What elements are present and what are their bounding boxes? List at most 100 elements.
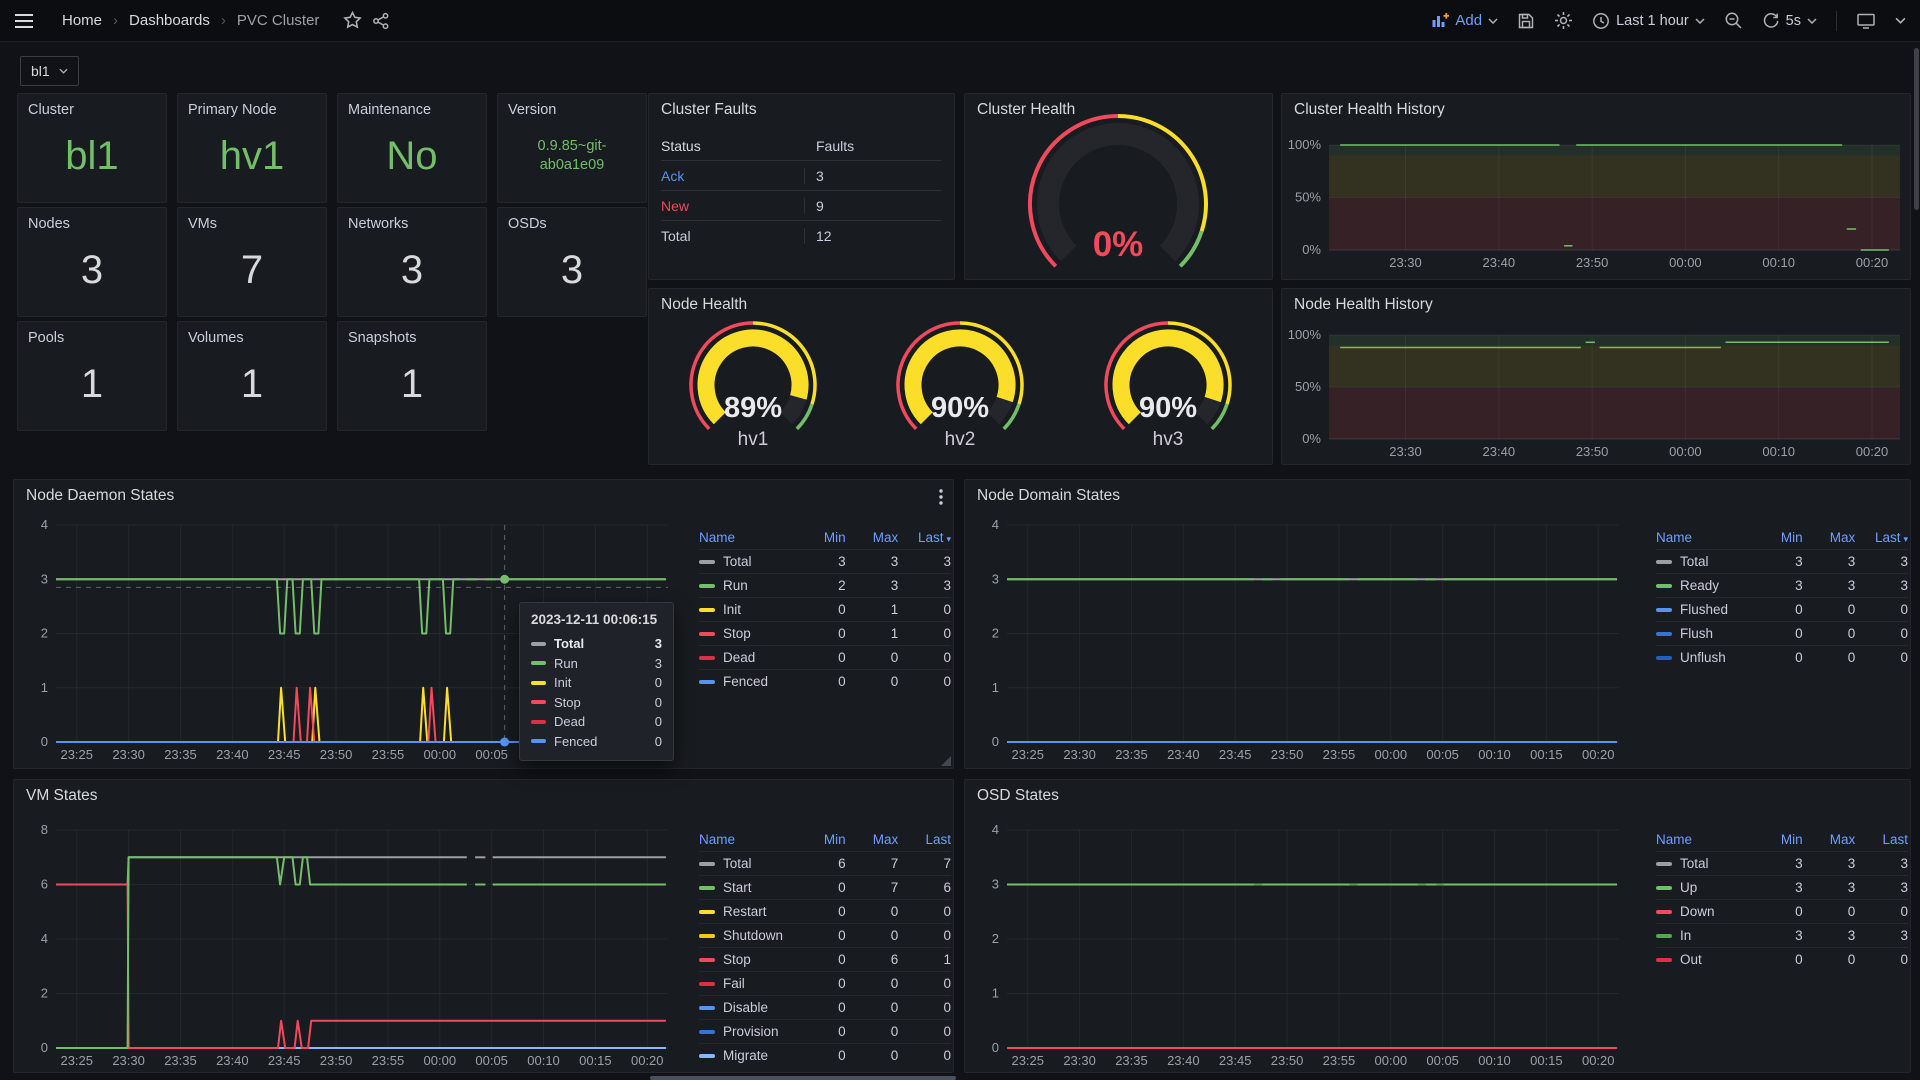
panel-title-osd-states[interactable]: OSD States (977, 787, 1059, 805)
legend-series-stop[interactable]: Stop (699, 947, 793, 971)
legend-series-up[interactable]: Up (1656, 875, 1750, 899)
breadcrumb-dashboards[interactable]: Dashboards (129, 12, 210, 29)
panel-resize-handle[interactable] (941, 756, 951, 766)
variable-select[interactable]: bl1 (20, 56, 79, 86)
vertical-scrollbar-thumb[interactable] (1914, 48, 1919, 210)
series-color-dash (699, 632, 715, 636)
legend-header-min[interactable]: Min (1750, 526, 1803, 549)
stat-value: hv1 (220, 135, 285, 177)
legend-header-max[interactable]: Max (1803, 828, 1856, 851)
legend-series-run[interactable]: Run (699, 573, 793, 597)
legend-header-name[interactable]: Name (699, 828, 793, 851)
legend-series-stop[interactable]: Stop (699, 621, 793, 645)
legend-header-min[interactable]: Min (1750, 828, 1803, 851)
legend-header-min[interactable]: Min (793, 526, 846, 549)
legend-series-total[interactable]: Total (1656, 549, 1750, 573)
add-button[interactable]: Add (1431, 12, 1498, 30)
legend-series-in[interactable]: In (1656, 923, 1750, 947)
breadcrumb-current[interactable]: PVC Cluster (237, 12, 320, 29)
stat-title[interactable]: Version (508, 102, 636, 118)
legend-series-migrate[interactable]: Migrate (699, 1043, 793, 1067)
stat-title[interactable]: Pools (28, 330, 156, 346)
legend-series-restart[interactable]: Restart (699, 899, 793, 923)
save-dashboard-icon[interactable] (1517, 12, 1535, 30)
legend-row: Flushed000 (1656, 597, 1908, 621)
time-range-picker[interactable]: Last 1 hour (1592, 12, 1705, 30)
stat-title[interactable]: Snapshots (348, 330, 476, 346)
legend-header-last[interactable]: Last▾ (898, 526, 951, 549)
fault-status-new[interactable]: New (661, 198, 804, 214)
stat-title[interactable]: Primary Node (188, 102, 316, 118)
faults-column-status[interactable]: Status (661, 138, 804, 154)
legend-series-flushed[interactable]: Flushed (1656, 597, 1750, 621)
legend-header-max[interactable]: Max (1803, 526, 1856, 549)
kiosk-mode-icon[interactable] (1856, 12, 1876, 30)
node-health-history-chart[interactable]: 23:3023:4023:5000:0000:1000:200%50%100% (1282, 289, 1910, 464)
legend-series-shutdown[interactable]: Shutdown (699, 923, 793, 947)
legend-series-fenced[interactable]: Fenced (699, 669, 793, 693)
legend-header-name[interactable]: Name (1656, 828, 1750, 851)
panel-title-node-health[interactable]: Node Health (661, 296, 747, 314)
legend-header-last[interactable]: Last (898, 828, 951, 851)
svg-text:00:10: 00:10 (527, 1053, 560, 1068)
stat-title[interactable]: VMs (188, 216, 316, 232)
legend-header-last[interactable]: Last (1855, 828, 1908, 851)
legend-series-ready[interactable]: Ready (1656, 573, 1750, 597)
cluster-health-history-chart[interactable]: 23:3023:4023:5000:0000:1000:200%50%100% (1282, 94, 1910, 279)
panel-title-node-domain-states[interactable]: Node Domain States (977, 487, 1120, 505)
osd-states-legend: NameMinMaxLastTotal333Up333Down000In333O… (1656, 828, 1908, 971)
sort-caret-icon: ▾ (946, 534, 951, 544)
panel-menu-icon[interactable] (939, 489, 943, 505)
legend-series-fail[interactable]: Fail (699, 971, 793, 995)
legend-header-name[interactable]: Name (699, 526, 793, 549)
legend-header-name[interactable]: Name (1656, 526, 1750, 549)
fault-status-total[interactable]: Total (661, 228, 804, 244)
svg-text:00:20: 00:20 (1856, 444, 1889, 459)
fault-status-ack[interactable]: Ack (661, 168, 804, 184)
legend-series-start[interactable]: Start (699, 875, 793, 899)
panel-title-cluster-health[interactable]: Cluster Health (977, 101, 1075, 119)
legend-series-dead[interactable]: Dead (699, 645, 793, 669)
stat-title[interactable]: Cluster (28, 102, 156, 118)
refresh-button[interactable]: 5s (1762, 12, 1817, 30)
legend-header-max[interactable]: Max (846, 526, 899, 549)
legend-series-disable[interactable]: Disable (699, 995, 793, 1019)
legend-series-init[interactable]: Init (699, 597, 793, 621)
faults-column-faults[interactable]: Faults (804, 138, 942, 154)
legend-table: NameMinMaxLast▾Total333Ready333Flushed00… (1656, 526, 1908, 669)
legend-series-unflush[interactable]: Unflush (1656, 645, 1750, 669)
legend-series-total[interactable]: Total (699, 851, 793, 875)
stat-title[interactable]: Nodes (28, 216, 156, 232)
panel-title-cluster-health-history[interactable]: Cluster Health History (1294, 101, 1445, 119)
share-icon[interactable] (372, 12, 390, 30)
legend-header-last[interactable]: Last▾ (1855, 526, 1908, 549)
toolbar-collapse-icon[interactable] (1895, 17, 1906, 24)
panel-title-node-daemon-states[interactable]: Node Daemon States (26, 487, 174, 505)
breadcrumb-home[interactable]: Home (62, 12, 102, 29)
stat-title[interactable]: Volumes (188, 330, 316, 346)
panel-title-node-health-history[interactable]: Node Health History (1294, 296, 1433, 314)
legend-series-down[interactable]: Down (1656, 899, 1750, 923)
app-header: Home › Dashboards › PVC Cluster Add (0, 0, 1920, 42)
legend-series-total[interactable]: Total (1656, 851, 1750, 875)
dashboard-settings-icon[interactable] (1554, 11, 1573, 30)
stat-title[interactable]: OSDs (508, 216, 636, 232)
stat-panel-snapshots: Snapshots1 (337, 321, 487, 431)
horizontal-scrollbar-thumb[interactable] (650, 1076, 956, 1080)
zoom-out-icon[interactable] (1724, 11, 1743, 30)
stat-title[interactable]: Maintenance (348, 102, 476, 118)
favorite-star-icon[interactable] (343, 11, 362, 30)
legend-series-flush[interactable]: Flush (1656, 621, 1750, 645)
svg-text:00:15: 00:15 (1530, 747, 1563, 762)
stat-title[interactable]: Networks (348, 216, 476, 232)
stat-value: bl1 (65, 135, 118, 177)
legend-series-out[interactable]: Out (1656, 947, 1750, 971)
legend-header-max[interactable]: Max (846, 828, 899, 851)
panel-title-cluster-faults[interactable]: Cluster Faults (661, 101, 757, 119)
menu-toggle-icon[interactable] (14, 12, 34, 30)
legend-header-min[interactable]: Min (793, 828, 846, 851)
legend-series-provision[interactable]: Provision (699, 1019, 793, 1043)
svg-text:23:40: 23:40 (216, 747, 249, 762)
legend-series-total[interactable]: Total (699, 549, 793, 573)
panel-title-vm-states[interactable]: VM States (26, 787, 98, 805)
